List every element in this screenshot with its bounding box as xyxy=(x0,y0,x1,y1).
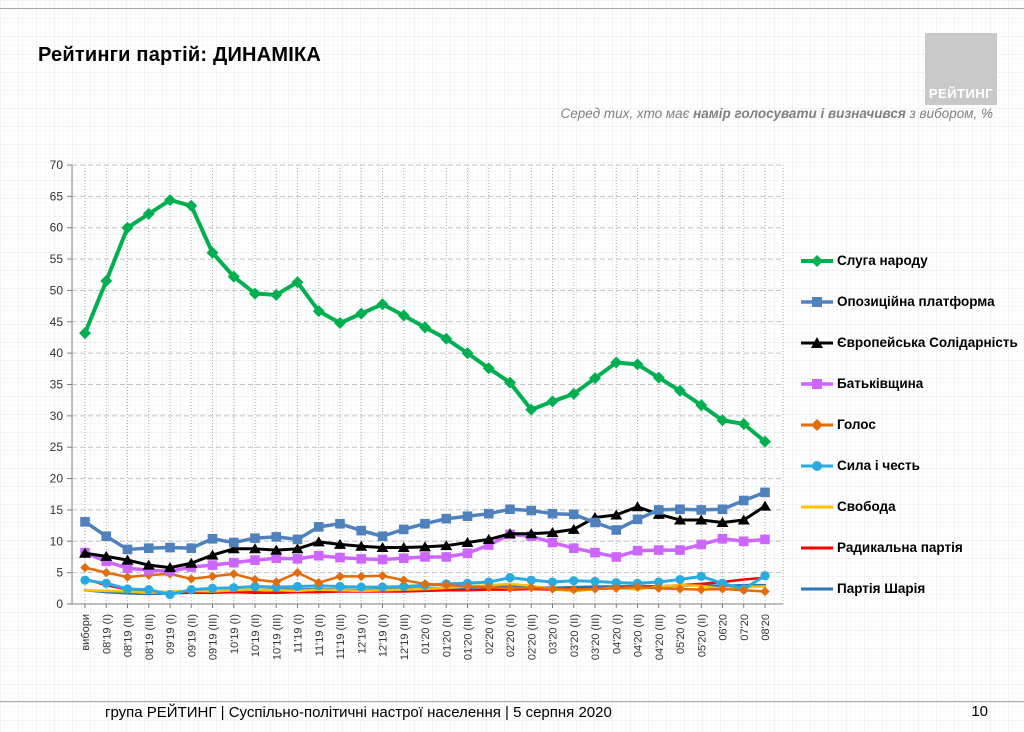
y-axis-tick-label: 60 xyxy=(50,221,64,235)
x-axis-tick-label: 11'19 (III) xyxy=(335,614,347,659)
legend-item-4: Батьківщина xyxy=(800,363,1024,404)
legend-item-5: Голос xyxy=(800,404,1024,445)
x-axis-tick-label: 09'19 (I) xyxy=(165,614,177,654)
y-axis-tick-label: 10 xyxy=(50,534,64,548)
x-axis-tick-label: 06'20 xyxy=(718,614,730,641)
legend-label: Слуга народу xyxy=(837,253,928,268)
x-axis-tick-label: 12'19 (I) xyxy=(356,614,368,654)
x-axis-tick-label: вибори xyxy=(80,614,92,651)
x-axis-tick-label: 03'20 (II) xyxy=(569,614,581,657)
legend-label: Партія Шарія xyxy=(837,581,926,596)
chart-canvas: 0 5 10 15 20 25 30 35 40 45 50 55 60 65 70 вибори 08'19 … xyxy=(50,158,784,660)
x-axis-tick-label: 01'20 (III) xyxy=(463,614,475,660)
legend-marker-none-icon xyxy=(801,505,833,508)
legend-label: Радикальна партія xyxy=(837,540,963,555)
y-axis-tick-label: 20 xyxy=(50,472,64,486)
x-axis-tick-label: 09'19 (II) xyxy=(186,614,198,657)
x-axis-tick-label: 10'19 (III) xyxy=(271,614,283,660)
x-axis-tick-label: 07'20 xyxy=(739,614,751,641)
x-axis-tick-label: 01'20 (I) xyxy=(420,614,432,654)
x-axis-tick-label: 04'20 (I) xyxy=(611,614,623,654)
x-axis-tick-label: 02'20 (III) xyxy=(526,614,538,660)
legend-label: Голос xyxy=(837,417,876,432)
x-axis-tick-label: 03'20 (III) xyxy=(590,614,602,660)
x-axis-tick-label: 05'20 (I) xyxy=(675,614,687,654)
y-axis-tick-label: 65 xyxy=(50,189,64,203)
legend-label: Європейська Солідарність xyxy=(837,335,1018,350)
chart-legend: Слуга народу Опозиційна платформа Європейс… xyxy=(800,240,1024,609)
logo-text: РЕЙТИНГ xyxy=(928,86,994,101)
x-axis-tick-label: 08'20 xyxy=(760,614,772,641)
y-axis-tick-label: 45 xyxy=(50,315,64,329)
y-axis-tick-label: 0 xyxy=(56,597,63,611)
y-axis-tick-label: 30 xyxy=(50,409,64,423)
y-axis-tick-label: 40 xyxy=(50,346,64,360)
page-number: 10 xyxy=(971,703,988,720)
x-axis-tick-label: 10'19 (II) xyxy=(250,614,262,657)
legend-label: Батьківщина xyxy=(837,376,924,391)
page-title: Рейтинги партій: ДИНАМІКА xyxy=(38,44,322,66)
subtitle-suffix: з вибором, % xyxy=(905,106,993,121)
chart-subtitle: Серед тих, хто має намір голосувати і ви… xyxy=(373,106,993,121)
legend-item-9: Партія Шарія xyxy=(800,568,1024,609)
subtitle-prefix: Серед тих, хто має xyxy=(560,106,694,121)
legend-marker-diamond-icon xyxy=(801,254,833,267)
x-axis-tick-label: 09'19 (III) xyxy=(208,614,220,660)
dynamics-line-chart: 0 5 10 15 20 25 30 35 40 45 50 55 60 65 70 вибори 08'19 … xyxy=(30,150,800,702)
legend-item-7: Свобода xyxy=(800,486,1024,527)
x-axis-tick-label: 11'19 (II) xyxy=(314,614,326,656)
x-axis-tick-label: 11'19 (I) xyxy=(293,614,305,653)
x-axis-tick-label: 10'19 (I) xyxy=(229,614,241,654)
x-axis-tick-label: 08'19 (I) xyxy=(101,614,113,654)
legend-item-8: Радикальна партія xyxy=(800,527,1024,568)
legend-item-1: Слуга народу xyxy=(800,240,1024,281)
x-axis-tick-label: 03'20 (I) xyxy=(548,614,560,654)
legend-marker-square-icon xyxy=(801,296,833,307)
y-axis-tick-label: 70 xyxy=(50,158,64,172)
y-axis-tick-label: 50 xyxy=(50,283,64,297)
legend-label: Сила і честь xyxy=(837,458,920,473)
footer-source-text: група РЕЙТИНГ | Суспільно-політичні наст… xyxy=(105,704,612,721)
legend-marker-none-icon xyxy=(801,587,833,590)
x-axis-tick-label: 04'20 (II) xyxy=(633,614,645,657)
y-axis-tick-label: 55 xyxy=(50,252,64,266)
y-axis-tick-label: 35 xyxy=(50,378,64,392)
y-axis-tick-label: 25 xyxy=(50,440,64,454)
x-axis-tick-label: 08'19 (II) xyxy=(123,614,135,657)
top-border-rule xyxy=(0,8,1024,9)
y-axis-tick-label: 15 xyxy=(50,503,64,517)
legend-marker-circle-icon xyxy=(801,460,833,471)
legend-item-2: Опозиційна платформа xyxy=(800,281,1024,322)
x-axis-tick-label: 04'20 (III) xyxy=(654,614,666,660)
legend-label: Опозиційна платформа xyxy=(837,294,995,309)
legend-marker-diamond-icon xyxy=(801,418,833,431)
legend-marker-none-icon xyxy=(801,546,833,549)
x-axis-tick-label: 02'20 (II) xyxy=(505,614,517,657)
x-axis-tick-label: 12'19 (II) xyxy=(378,614,390,657)
x-axis-tick-label: 01'20 (II) xyxy=(441,614,453,657)
subtitle-bold: намір голосувати і визначився xyxy=(693,106,906,121)
legend-marker-triangle-icon xyxy=(801,336,833,348)
legend-label: Свобода xyxy=(837,499,896,514)
legend-item-3: Європейська Солідарність xyxy=(800,322,1024,363)
x-axis-tick-label: 08'19 (III) xyxy=(144,614,156,660)
bottom-border-rule xyxy=(0,701,1024,702)
x-axis-tick-label: 02'20 (I) xyxy=(484,614,496,654)
x-axis-tick-label: 12'19 (III) xyxy=(399,614,411,660)
legend-item-6: Сила і честь xyxy=(800,445,1024,486)
legend-marker-square-icon xyxy=(801,378,833,389)
x-axis-tick-label: 05'20 (II) xyxy=(696,614,708,657)
y-axis-tick-label: 5 xyxy=(56,566,63,580)
rating-group-logo: РЕЙТИНГ xyxy=(925,33,997,105)
